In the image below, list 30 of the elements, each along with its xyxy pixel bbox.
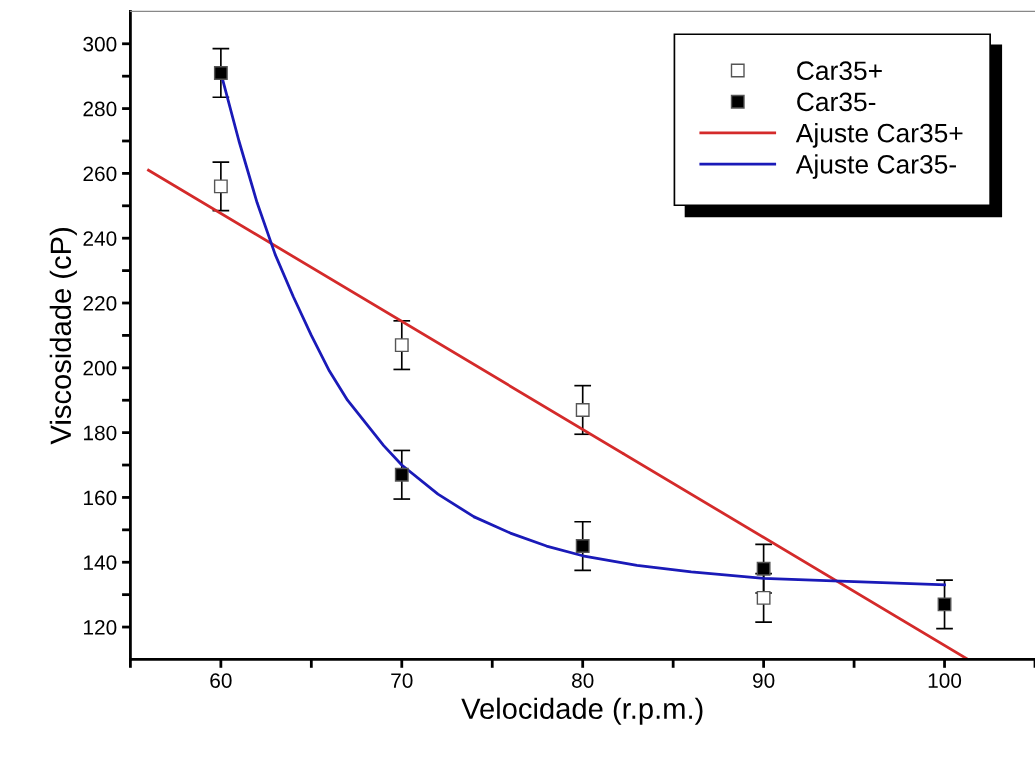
y-tick-label: 220 <box>83 296 117 311</box>
y-tick-label: 280 <box>83 101 117 117</box>
y-tick-label: 160 <box>84 490 117 506</box>
point <box>575 403 590 417</box>
point <box>937 597 952 612</box>
x-tick-label: 100 <box>928 673 962 688</box>
y-tick-label: 180 <box>84 425 117 441</box>
x-tick-label: 90 <box>753 673 775 688</box>
legend-label: Ajuste Car35- <box>795 154 956 179</box>
point <box>575 539 590 553</box>
y-tick-label: 120 <box>84 620 117 635</box>
x-tick-label: 80 <box>572 673 594 688</box>
legend-label: Car35- <box>797 92 876 112</box>
y-axis-title: Viscosidade (cP) <box>49 228 77 445</box>
point <box>213 179 228 194</box>
x-tick-label: 70 <box>391 673 413 688</box>
y-tick-label: 300 <box>83 36 117 52</box>
point <box>394 338 409 353</box>
legend-label: Car35+ <box>797 61 882 81</box>
legend-label: Ajuste Car35+ <box>795 123 963 148</box>
x-axis-title: Velocidade (r.p.m.) <box>461 697 703 725</box>
point <box>394 467 409 482</box>
y-tick-label: 140 <box>84 555 117 570</box>
point <box>756 561 771 576</box>
point <box>756 590 771 605</box>
point <box>213 65 228 80</box>
y-tick-label: 240 <box>83 231 117 246</box>
x-tick-label: 60 <box>210 673 232 688</box>
y-tick-label: 260 <box>83 166 117 182</box>
y-tick-label: 200 <box>83 360 117 376</box>
